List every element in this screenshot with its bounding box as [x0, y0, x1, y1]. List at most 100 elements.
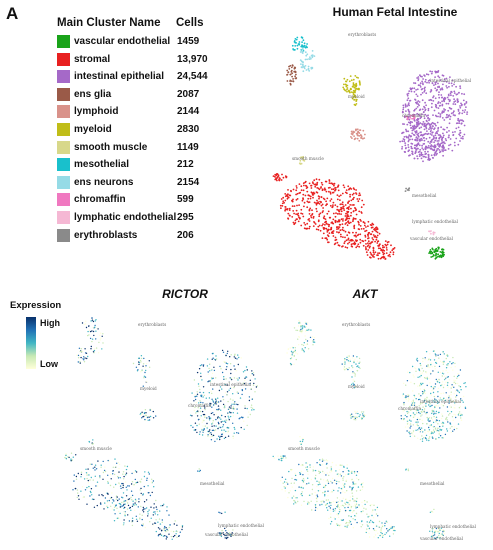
umap-cluster-label: lymphatic endothelial	[412, 219, 459, 224]
expression-point	[237, 379, 239, 381]
expression-point	[347, 357, 349, 359]
expression-point	[123, 503, 125, 506]
expression-point	[352, 518, 354, 520]
cluster-point	[303, 205, 305, 208]
cluster-point	[316, 187, 319, 189]
cluster-point	[361, 199, 364, 202]
expression-point	[453, 413, 455, 416]
expression-point	[457, 390, 459, 392]
expression-point	[101, 335, 103, 337]
legend-cluster-name: lymphoid	[74, 106, 119, 118]
expression-point	[198, 433, 201, 435]
cluster-point	[351, 137, 353, 139]
legend-swatch	[57, 87, 70, 101]
cluster-point	[417, 143, 420, 146]
expression-point	[244, 369, 246, 372]
expression-point	[446, 406, 449, 408]
expression-point	[352, 371, 354, 373]
expression-point	[180, 525, 182, 528]
cluster-point	[356, 137, 359, 140]
expression-point	[200, 401, 202, 404]
expression-point	[77, 354, 80, 357]
cluster-point	[291, 205, 294, 208]
cluster-point	[439, 113, 442, 115]
expression-point	[288, 470, 290, 473]
cluster-point	[427, 158, 429, 161]
expression-point	[291, 354, 293, 356]
cluster-point	[347, 242, 349, 245]
expression-point	[113, 504, 115, 506]
expression-point	[127, 499, 129, 501]
expression-point	[290, 357, 293, 359]
expression-point	[298, 486, 300, 488]
expression-point	[301, 348, 303, 350]
cluster-point	[346, 215, 349, 218]
expression-point	[347, 355, 349, 357]
expression-point	[290, 354, 292, 356]
expression-point	[301, 440, 304, 443]
expression-point	[417, 417, 419, 419]
expression-point	[381, 522, 383, 524]
cluster-point	[418, 127, 421, 130]
expression-point	[412, 430, 415, 432]
expression-point	[445, 381, 447, 383]
cluster-point	[335, 186, 337, 189]
cluster-point	[282, 176, 285, 179]
cluster-point	[278, 177, 281, 179]
cluster-point	[427, 153, 430, 156]
cluster-point	[389, 255, 391, 258]
legend-cluster-name: erythroblasts	[74, 229, 138, 241]
cluster-point	[288, 68, 291, 70]
legend-cluster-cells: 295	[177, 212, 194, 223]
cluster-point	[358, 198, 361, 200]
cluster-point	[415, 145, 418, 147]
umap-cluster-label: erythroblasts	[138, 322, 166, 327]
cluster-point	[295, 77, 297, 80]
expression-point	[343, 368, 345, 370]
cluster-point	[438, 145, 440, 147]
expression-point	[439, 425, 441, 428]
expression-point	[420, 364, 422, 367]
cluster-point	[346, 192, 348, 195]
expression-point	[330, 466, 332, 468]
expression-point	[230, 377, 232, 380]
expression-point	[290, 469, 292, 472]
expression-point	[419, 403, 422, 405]
cluster-point	[457, 117, 460, 120]
expression-point	[173, 523, 175, 525]
expression-point	[209, 404, 211, 406]
expression-point	[431, 390, 433, 392]
expression-point	[211, 425, 213, 427]
cluster-point	[440, 255, 443, 257]
cluster-point	[330, 222, 333, 224]
expression-point	[193, 379, 196, 381]
expression-point	[345, 503, 347, 506]
cluster-point	[360, 211, 363, 213]
cluster-point	[347, 208, 350, 211]
expression-point	[419, 418, 421, 421]
expression-point	[77, 472, 79, 475]
expression-point	[226, 384, 228, 386]
expression-point	[337, 473, 339, 475]
cluster-point	[334, 215, 337, 218]
expression-point	[452, 369, 454, 371]
cluster-point	[421, 88, 424, 90]
cluster-point	[286, 80, 289, 82]
expression-point	[215, 355, 217, 357]
expression-point	[442, 392, 445, 394]
expression-point	[156, 510, 158, 513]
expression-point	[438, 357, 440, 359]
cluster-point	[431, 134, 433, 136]
expression-point	[132, 500, 134, 502]
cluster-point	[329, 216, 332, 219]
expression-point	[211, 429, 214, 432]
expression-point	[417, 376, 419, 378]
expression-point	[392, 533, 395, 535]
expression-point	[124, 513, 126, 515]
expression-point	[415, 398, 417, 400]
expression-point	[225, 534, 227, 537]
cluster-point	[279, 204, 282, 207]
cluster-point	[431, 70, 433, 73]
expression-point	[361, 411, 363, 413]
cluster-point	[332, 201, 335, 204]
